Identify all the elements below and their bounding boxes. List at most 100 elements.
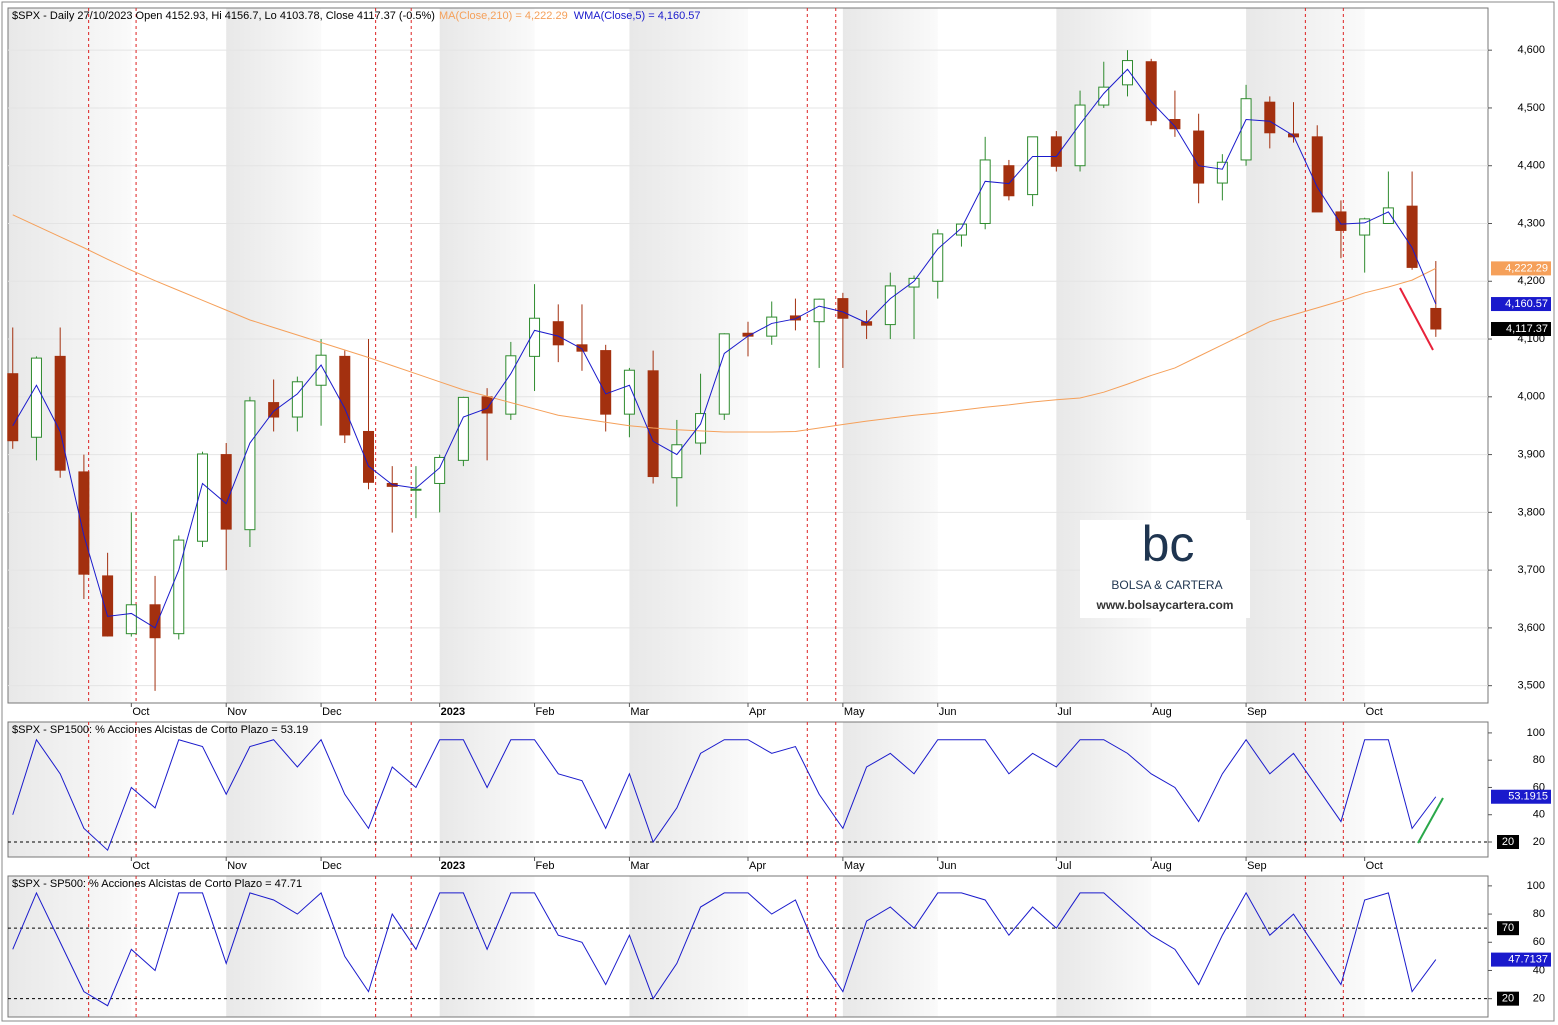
x-tick-label: Mar	[630, 860, 649, 872]
x-tick-label: Jun	[939, 860, 957, 872]
reference-tag	[1497, 991, 1519, 1006]
candle-body	[718, 333, 730, 415]
value-tag	[1491, 297, 1551, 312]
watermark-brand: bc	[1142, 516, 1195, 572]
month-shade	[226, 8, 322, 703]
candle-body	[505, 355, 517, 415]
legend-entry: WMA(Close,5) = 4,160.57	[574, 10, 701, 22]
y-tick-label: 20	[1533, 836, 1545, 848]
candle-body	[268, 402, 280, 418]
candle-body	[1311, 136, 1323, 213]
candle-body	[955, 223, 967, 236]
x-tick-label: Aug	[1152, 860, 1172, 872]
candle-body	[220, 454, 232, 530]
y-tick-label: 3,800	[1517, 506, 1545, 518]
candle-body	[623, 369, 635, 415]
candle-body	[1359, 218, 1371, 236]
candle-body	[1027, 136, 1039, 196]
month-shade	[629, 722, 748, 857]
x-tick-label: Oct	[132, 860, 149, 872]
x-tick-label: Aug	[1152, 706, 1172, 718]
candle-body	[339, 355, 351, 436]
x-tick-label: Oct	[1366, 860, 1383, 872]
x-tick-label: Dec	[322, 706, 342, 718]
y-tick-label: 3,600	[1517, 622, 1545, 634]
candle-body	[481, 396, 493, 414]
panel-title: $SPX - SP500: % Acciones Alcistas de Cor…	[12, 878, 302, 890]
series-line	[12, 68, 1437, 629]
candle-body	[766, 316, 778, 337]
y-tick-label: 4,000	[1517, 391, 1545, 403]
month-shade	[1246, 876, 1365, 1017]
x-tick-label: Jul	[1057, 706, 1071, 718]
value-tag-label: 53.1915	[1508, 791, 1548, 803]
series-line	[12, 738, 1437, 852]
x-tick-label: 2023	[441, 706, 465, 718]
x-tick-label: Oct	[1366, 706, 1383, 718]
y-tick-label: 3,700	[1517, 564, 1545, 576]
candle-body	[1264, 101, 1276, 134]
candle-body	[1145, 61, 1157, 122]
reference-tag-label: 20	[1502, 836, 1514, 848]
x-tick-label: Sep	[1247, 706, 1267, 718]
x-tick-label: Sep	[1247, 860, 1267, 872]
x-tick-label: Apr	[749, 706, 766, 718]
candle-body	[78, 471, 90, 575]
value-tag-label: 4,160.57	[1505, 298, 1548, 310]
candle-body	[695, 413, 707, 444]
candle-body	[861, 321, 873, 326]
reference-tag	[1497, 921, 1519, 936]
x-tick-label: 2023	[441, 860, 465, 872]
x-tick-label: Mar	[630, 706, 649, 718]
candle-body	[1169, 119, 1181, 130]
month-shade	[8, 876, 132, 1017]
x-tick-label: Nov	[227, 860, 247, 872]
candle-body	[1074, 104, 1086, 167]
candle-body	[789, 315, 801, 321]
candle-body	[1216, 161, 1228, 184]
x-tick-label: Feb	[536, 706, 555, 718]
month-shade	[842, 8, 938, 703]
series-line	[12, 214, 1437, 433]
value-tag-label: 47.7137	[1508, 953, 1548, 965]
candle-body	[315, 354, 327, 386]
series-line	[12, 891, 1437, 1007]
y-tick-label: 80	[1533, 908, 1545, 920]
reference-tag-label: 70	[1502, 922, 1514, 934]
month-shade	[439, 722, 535, 857]
y-tick-label: 4,500	[1517, 102, 1545, 114]
candle-body	[837, 298, 849, 319]
candle-body	[196, 453, 208, 542]
y-tick-label: 4,300	[1517, 217, 1545, 229]
y-tick-label: 100	[1527, 880, 1545, 892]
month-shade	[226, 876, 322, 1017]
reference-tag-label: 20	[1502, 993, 1514, 1005]
y-tick-label: 3,500	[1517, 680, 1545, 692]
candle-body	[1098, 86, 1110, 106]
y-tick-label: 40	[1533, 964, 1545, 976]
month-shade	[439, 8, 535, 703]
candle-body	[552, 321, 564, 346]
candle-body	[908, 277, 920, 288]
month-shade	[629, 8, 748, 703]
x-tick-label: Feb	[536, 860, 555, 872]
candle-body	[102, 575, 114, 637]
candle-body	[434, 456, 446, 484]
y-tick-label: 4,200	[1517, 275, 1545, 287]
y-tick-label: 80	[1533, 754, 1545, 766]
candle-body	[576, 344, 588, 352]
month-shade	[8, 722, 132, 857]
panel-title: $SPX - Daily 27/10/2023 Open 4152.93, Hi…	[12, 10, 435, 22]
candle-body	[671, 444, 683, 479]
value-tag-label: 4,117.37	[1506, 323, 1548, 335]
x-tick-label: Oct	[132, 706, 149, 718]
y-tick-label: 40	[1533, 809, 1545, 821]
candle-body	[125, 604, 137, 635]
candle-body	[1050, 136, 1062, 167]
value-tag	[1491, 261, 1551, 276]
value-tag	[1491, 952, 1551, 967]
candle-body	[884, 285, 896, 326]
reference-tag	[1497, 835, 1519, 849]
month-shade	[842, 876, 938, 1017]
x-tick-label: May	[844, 860, 865, 872]
